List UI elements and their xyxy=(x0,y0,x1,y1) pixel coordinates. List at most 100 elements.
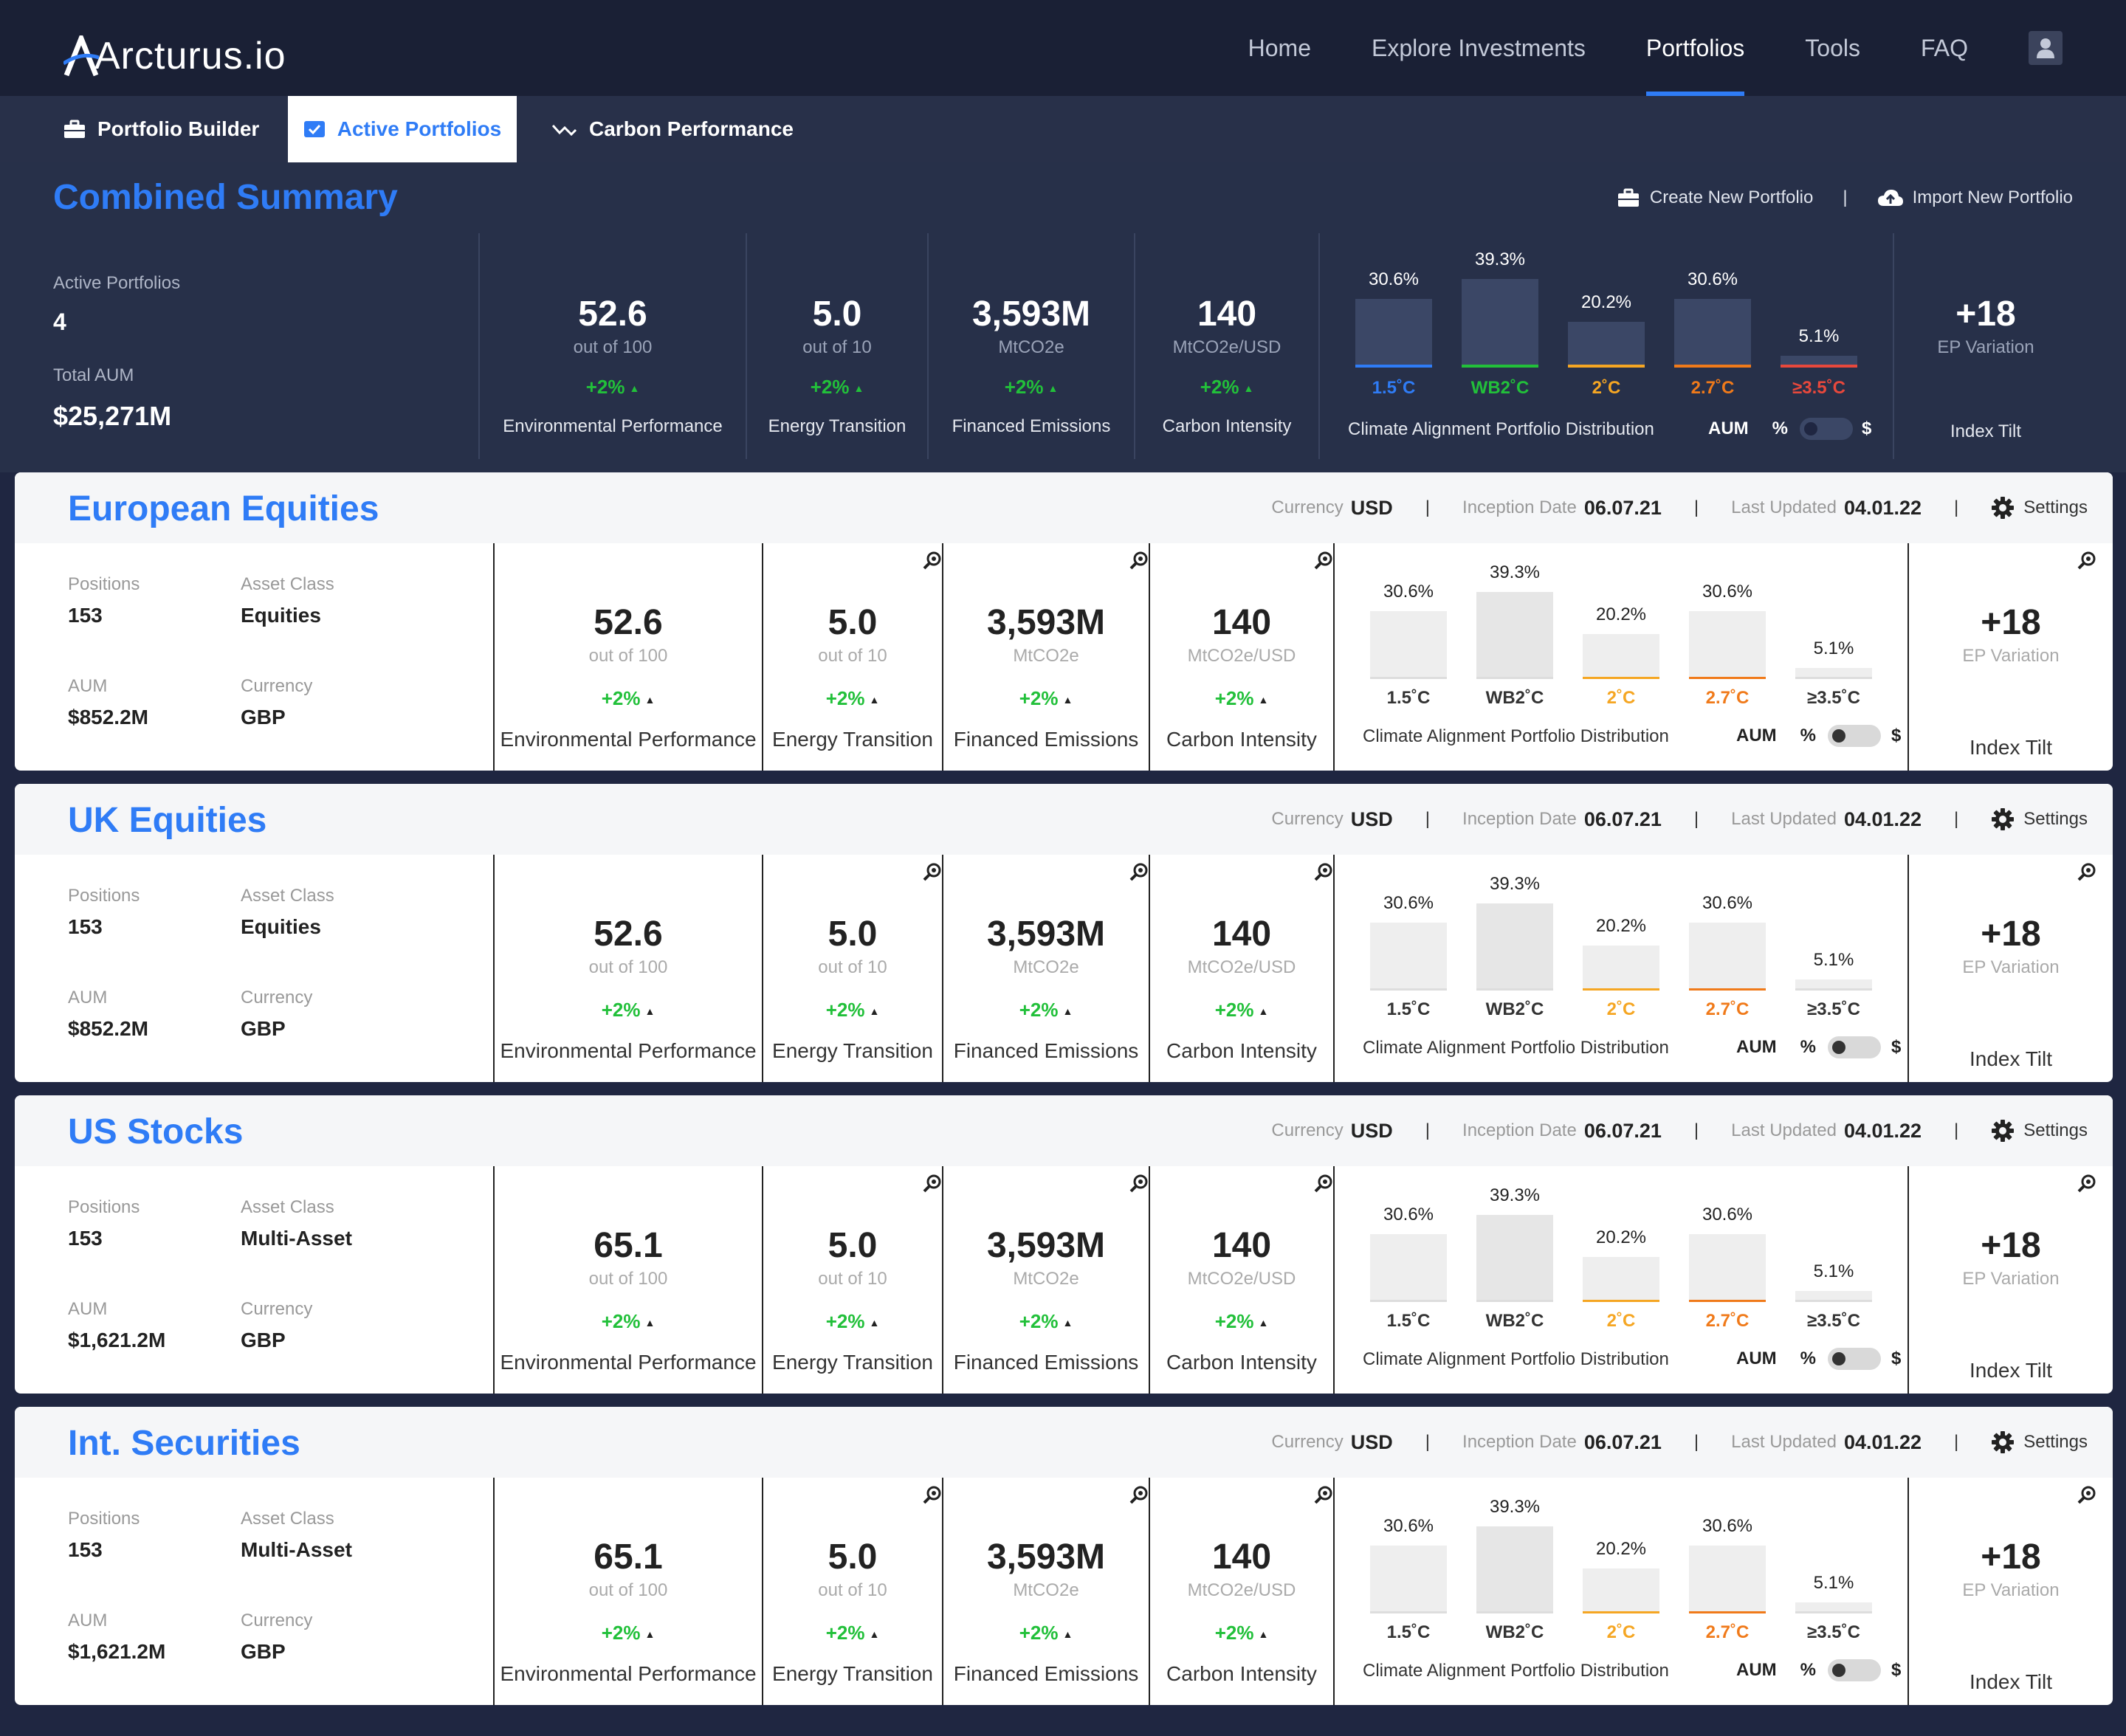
zoom-icon[interactable] xyxy=(1129,1485,1149,1504)
settings-label: Settings xyxy=(2023,809,2088,829)
metric-name: Environmental Performance xyxy=(503,416,723,436)
zoom-icon[interactable] xyxy=(1129,551,1149,570)
card-body: Positions 153 Asset Class Equities AUM $852.2… xyxy=(15,855,2113,1082)
settings-button[interactable]: Settings xyxy=(1991,1430,2088,1454)
bar-percent: 5.1% xyxy=(1813,638,1854,658)
portfolio-title[interactable]: Int. Securities xyxy=(68,1424,300,1463)
user-icon[interactable] xyxy=(2029,31,2063,65)
percent-dollar-toggle[interactable] xyxy=(1828,1348,1881,1370)
tilt-name: Index Tilt xyxy=(1950,421,2022,441)
metric-unit: MtCO2e/USD xyxy=(1187,1580,1296,1600)
trend-icon xyxy=(552,121,577,137)
portfolio-title[interactable]: European Equities xyxy=(68,489,379,528)
metric-value: 140 xyxy=(1211,603,1272,642)
metric-name: Energy Transition xyxy=(772,1662,933,1685)
import-portfolio-button[interactable]: Import New Portfolio xyxy=(1877,187,2073,208)
metric-name: Energy Transition xyxy=(772,1351,933,1374)
tab-label: Carbon Performance xyxy=(589,117,794,140)
summary-actions: Create New Portfolio | Import New Portfo… xyxy=(1617,187,2073,208)
asset-class-info: Asset Class Equities xyxy=(241,574,334,627)
distribution-name: Climate Alignment Portfolio Distribution xyxy=(1363,1661,1669,1681)
divider xyxy=(1907,1478,1909,1705)
metric-value: 65.1 xyxy=(594,1226,663,1265)
tab-carbon-performance[interactable]: Carbon Performance xyxy=(552,96,794,162)
bar-fill xyxy=(1583,1257,1659,1302)
metric-change: +2% ▲ xyxy=(1004,376,1059,398)
aum-toggle: AUM% $ xyxy=(1736,1036,1901,1058)
metric-change: +2% ▲ xyxy=(1019,999,1073,1021)
zoom-icon[interactable] xyxy=(2077,1485,2096,1504)
zoom-icon[interactable] xyxy=(923,862,942,881)
brand-logo[interactable]: Arcturus.io xyxy=(63,32,286,80)
zoom-icon[interactable] xyxy=(923,1174,942,1193)
bar-label: 1.5˚C xyxy=(1372,378,1416,398)
zoom-icon[interactable] xyxy=(2077,551,2096,570)
nav-explore-investments[interactable]: Explore Investments xyxy=(1371,34,1586,61)
currency-label: Currency xyxy=(1271,1432,1344,1452)
currency-label: Currency xyxy=(1271,809,1344,829)
divider xyxy=(493,1478,495,1705)
metric-change: +2% ▲ xyxy=(585,376,640,398)
aum-label: AUM xyxy=(68,988,108,1008)
tab-label: Active Portfolios xyxy=(337,117,502,140)
inception-label: Inception Date xyxy=(1462,497,1577,517)
percent-dollar-toggle[interactable] xyxy=(1800,418,1853,440)
bar-label: 1.5˚C xyxy=(1386,999,1431,1019)
up-arrow-icon: ▲ xyxy=(869,694,880,706)
bar-percent: 5.1% xyxy=(1798,326,1840,346)
metric-name: Carbon Intensity xyxy=(1166,1351,1317,1374)
percent-dollar-toggle[interactable] xyxy=(1828,1036,1881,1058)
metric-change: +2% ▲ xyxy=(601,687,656,709)
settings-button[interactable]: Settings xyxy=(1991,496,2088,520)
zoom-icon[interactable] xyxy=(1314,551,1333,570)
toggle-label-usd: $ xyxy=(1891,726,1902,745)
tab-active-portfolios[interactable]: Active Portfolios xyxy=(288,96,517,162)
zoom-icon[interactable] xyxy=(1314,862,1333,881)
up-arrow-icon: ▲ xyxy=(1243,382,1254,395)
metric-value: 3,593M xyxy=(986,914,1106,954)
toggle-label-usd: $ xyxy=(1891,1037,1902,1057)
zoom-icon[interactable] xyxy=(1129,862,1149,881)
divider: | xyxy=(1425,809,1431,829)
nav-faq[interactable]: FAQ xyxy=(1920,34,1968,61)
asset-class-label: Asset Class xyxy=(241,886,334,906)
bar-fill xyxy=(1476,1526,1553,1613)
metric-name: Financed Emissions xyxy=(953,1039,1139,1062)
zoom-icon[interactable] xyxy=(1314,1485,1333,1504)
bar-percent: 30.6% xyxy=(1368,269,1420,289)
metric-change: +2% ▲ xyxy=(825,687,880,709)
portfolio-title[interactable]: US Stocks xyxy=(68,1112,244,1151)
brand-name: Arcturus.io xyxy=(94,35,286,78)
tab-portfolio-builder[interactable]: Portfolio Builder xyxy=(63,96,259,162)
percent-dollar-toggle[interactable] xyxy=(1828,725,1881,747)
zoom-icon[interactable] xyxy=(923,1485,942,1504)
metric-change: +2% ▲ xyxy=(1019,1310,1073,1332)
positions-value: 153 xyxy=(68,1538,103,1561)
zoom-icon[interactable] xyxy=(923,551,942,570)
briefcase-icon xyxy=(1617,188,1639,207)
metric-unit: out of 100 xyxy=(588,957,668,977)
metric-change: +2% ▲ xyxy=(1019,1622,1073,1644)
nav-portfolios[interactable]: Portfolios xyxy=(1645,0,1745,96)
bar-label: 2˚C xyxy=(1606,999,1636,1019)
metric-energy-transition: 5.0 out of 10 +2% ▲ Energy Transition xyxy=(763,1537,942,1686)
base-currency-label: Currency xyxy=(241,676,313,696)
settings-button[interactable]: Settings xyxy=(1991,1119,2088,1143)
settings-button[interactable]: Settings xyxy=(1991,807,2088,831)
zoom-icon[interactable] xyxy=(2077,862,2096,881)
toggle-label-pct: % xyxy=(1800,1348,1816,1368)
portfolio-title[interactable]: UK Equities xyxy=(68,801,267,840)
zoom-icon[interactable] xyxy=(2077,1174,2096,1193)
metric-carbon-intensity: 140 MtCO2e/USD +2% ▲ Carbon Intensity xyxy=(1150,1225,1333,1374)
percent-dollar-toggle[interactable] xyxy=(1828,1659,1881,1681)
import-portfolio-label: Import New Portfolio xyxy=(1912,187,2073,207)
metric-name: Carbon Intensity xyxy=(1166,728,1317,751)
card-body: Positions 153 Asset Class Multi-Asset AUM $1,… xyxy=(15,1478,2113,1705)
zoom-icon[interactable] xyxy=(1129,1174,1149,1193)
tilt-unit: EP Variation xyxy=(1962,1580,2060,1600)
nav-tools[interactable]: Tools xyxy=(1805,34,1860,61)
zoom-icon[interactable] xyxy=(1314,1174,1333,1193)
nav-home[interactable]: Home xyxy=(1248,34,1311,61)
metric-name: Energy Transition xyxy=(772,1039,933,1062)
create-portfolio-button[interactable]: Create New Portfolio xyxy=(1617,187,1813,208)
